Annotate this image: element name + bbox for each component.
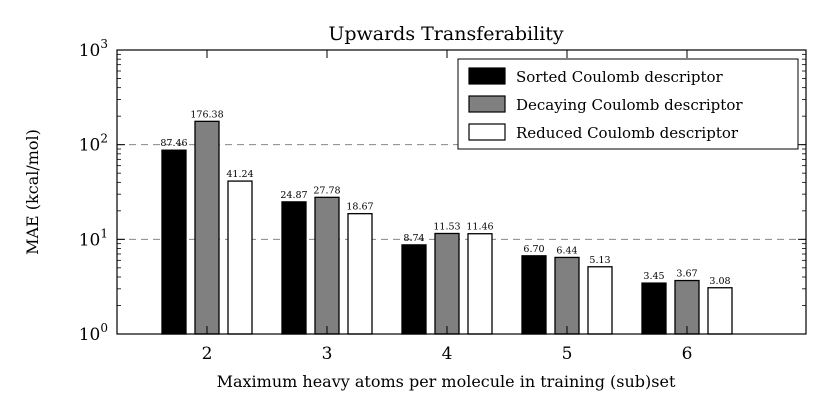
x-tick-label-5: 5 bbox=[562, 344, 573, 364]
data-label-1-5: 6.70 bbox=[523, 244, 544, 255]
legend-entry-2: Decaying Coulomb descriptor bbox=[516, 96, 743, 114]
bar-3-4 bbox=[467, 233, 493, 335]
bar-3-5 bbox=[587, 266, 613, 335]
y-tick-label-1: 101 bbox=[79, 226, 108, 250]
bar-2-3 bbox=[314, 196, 340, 335]
y-axis-label: MAE (kcal/mol) bbox=[23, 129, 42, 255]
legend-swatch-3 bbox=[468, 123, 506, 141]
bar-2-4 bbox=[434, 232, 460, 335]
x-axis-label: Maximum heavy atoms per molecule in trai… bbox=[217, 372, 676, 391]
legend-box bbox=[457, 58, 799, 150]
data-label-1-4: 8.74 bbox=[403, 233, 424, 244]
bar-1-5 bbox=[521, 255, 547, 335]
y-tick-label-exponent: 0 bbox=[100, 321, 108, 335]
y-tick-label-exponent: 2 bbox=[100, 132, 108, 146]
bar-1-2 bbox=[161, 149, 187, 335]
bar-3-3 bbox=[347, 213, 373, 335]
y-tick-label-2: 102 bbox=[79, 132, 108, 156]
data-label-2-3: 27.78 bbox=[313, 185, 340, 196]
plot-frame bbox=[116, 49, 807, 335]
bar-2-2 bbox=[194, 120, 220, 335]
data-label-2-6: 3.67 bbox=[676, 269, 697, 280]
data-label-1-6: 3.45 bbox=[643, 271, 664, 282]
y-tick-label-exponent: 1 bbox=[100, 226, 108, 240]
x-tick-label-2: 2 bbox=[202, 344, 213, 364]
x-tick-label-4: 4 bbox=[442, 344, 453, 364]
bar-1-6 bbox=[641, 282, 667, 335]
data-label-2-2: 176.38 bbox=[190, 109, 223, 120]
data-label-3-4: 11.46 bbox=[466, 222, 493, 233]
bar-2-6 bbox=[674, 279, 700, 335]
chart-title: Upwards Transferability bbox=[328, 23, 564, 45]
y-tick-label-3: 103 bbox=[79, 37, 108, 61]
x-tick-label-6: 6 bbox=[682, 344, 693, 364]
legend-swatch-1 bbox=[468, 67, 506, 85]
data-label-2-4: 11.53 bbox=[433, 221, 460, 232]
legend-entry-3: Reduced Coulomb descriptor bbox=[516, 124, 739, 142]
plot-area: 87.46 24.87 8.74 6.70 3.45 176.38 27.78 11.53 6.… bbox=[79, 37, 807, 364]
y-tick-label-0: 100 bbox=[79, 321, 108, 345]
bar-3-2 bbox=[227, 180, 253, 335]
bar-3-6 bbox=[707, 287, 733, 335]
data-label-1-3: 24.87 bbox=[280, 190, 307, 201]
bar-1-3 bbox=[281, 201, 307, 335]
y-tick-label-base: 10 bbox=[79, 41, 101, 61]
data-label-2-5: 6.44 bbox=[556, 245, 577, 256]
data-label-3-5: 5.13 bbox=[589, 255, 610, 266]
y-tick-label-base: 10 bbox=[79, 230, 101, 250]
data-label-3-3: 18.67 bbox=[346, 202, 373, 213]
data-label-3-2: 41.24 bbox=[226, 169, 253, 180]
y-tick-label-base: 10 bbox=[79, 136, 101, 156]
y-tick-label-base: 10 bbox=[79, 325, 101, 345]
legend-swatch-2 bbox=[468, 95, 506, 113]
bar-2-5 bbox=[554, 256, 580, 335]
data-label-1-2: 87.46 bbox=[160, 138, 187, 149]
x-tick-label-3: 3 bbox=[322, 344, 333, 364]
bar-1-4 bbox=[401, 244, 427, 335]
y-tick-label-exponent: 3 bbox=[100, 37, 108, 51]
legend-entry-1: Sorted Coulomb descriptor bbox=[516, 68, 724, 86]
data-label-3-6: 3.08 bbox=[709, 276, 730, 287]
